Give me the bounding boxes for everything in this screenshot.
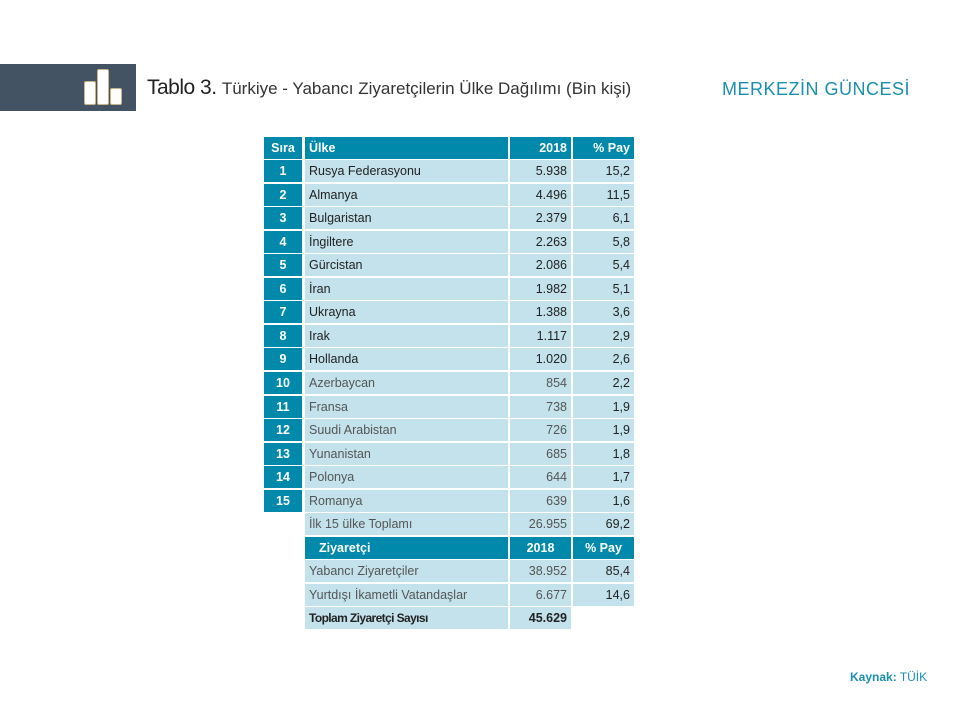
header-cell: 2018 [510,537,571,559]
rank-cell: 11 [264,396,302,418]
share-cell: 1,8 [573,443,634,465]
title-text: Türkiye - Yabancı Ziyaretçilerin Ülke Da… [221,79,632,98]
value-cell: 1.020 [510,348,571,370]
country-cell: Polonya [305,466,508,488]
value-cell: 854 [510,372,571,394]
header-cell: Sıra [264,137,302,159]
grand-total-value: 45.629 [510,607,571,629]
share-cell: 1,9 [573,396,634,418]
source-label: Kaynak: [850,670,897,684]
value-cell: 2.379 [510,207,571,229]
value-cell: 1.117 [510,325,571,347]
country-cell: Fransa [305,396,508,418]
value-cell: 738 [510,396,571,418]
title-number: Tablo 3. [147,76,217,99]
share-cell: 2,9 [573,325,634,347]
share-cell: 2,2 [573,372,634,394]
share-cell: 5,1 [573,278,634,300]
header-band [0,64,136,111]
share-cell: 5,8 [573,231,634,253]
country-cell: Yunanistan [305,443,508,465]
total-label: İlk 15 ülke Toplamı [305,513,508,535]
value-cell: 644 [510,466,571,488]
country-cell: Azerbaycan [305,372,508,394]
share-cell: 85,4 [573,560,634,582]
share-cell: 14,6 [573,584,634,606]
rank-cell: 15 [264,490,302,512]
value-cell: 5.938 [510,160,571,182]
header-cell: 2018 [510,137,571,159]
rank-cell: 3 [264,207,302,229]
value-cell: 6.677 [510,584,571,606]
visitor-type-cell: Yurtdışı İkametli Vatandaşlar [305,584,508,606]
page-title: Tablo 3. Türkiye - Yabancı Ziyaretçileri… [147,76,631,100]
grand-total-label: Toplam Ziyaretçi Sayısı [305,607,508,629]
country-cell: İran [305,278,508,300]
header-cell: % Pay [573,137,634,159]
share-cell: 6,1 [573,207,634,229]
share-cell: 1,9 [573,419,634,441]
header-cell: % Pay [573,537,634,559]
value-cell: 2.263 [510,231,571,253]
rank-cell: 13 [264,443,302,465]
rank-cell: 2 [264,184,302,206]
value-cell: 726 [510,419,571,441]
country-cell: Gürcistan [305,254,508,276]
rank-cell: 1 [264,160,302,182]
rank-cell: 14 [264,466,302,488]
share-cell: 3,6 [573,301,634,323]
rank-cell: 8 [264,325,302,347]
value-cell: 4.496 [510,184,571,206]
rank-cell: 7 [264,301,302,323]
country-cell: Almanya [305,184,508,206]
rank-cell: 4 [264,231,302,253]
share-cell: 15,2 [573,160,634,182]
rank-cell: 5 [264,254,302,276]
source-value: TÜİK [899,670,928,684]
header-cell: Ziyaretçi [305,537,508,559]
rank-cell: 9 [264,348,302,370]
country-cell: Bulgaristan [305,207,508,229]
source-note: Kaynak: TÜİK [850,670,927,684]
total-value: 26.955 [510,513,571,535]
country-cell: Ukrayna [305,301,508,323]
value-cell: 1.388 [510,301,571,323]
brand-logo: MERKEZİN GÜNCESİ [722,79,911,99]
share-cell: 1,7 [573,466,634,488]
country-cell: Hollanda [305,348,508,370]
country-cell: Suudi Arabistan [305,419,508,441]
rank-cell: 10 [264,372,302,394]
share-cell: 11,5 [573,184,634,206]
country-cell: Rusya Federasyonu [305,160,508,182]
share-cell: 1,6 [573,490,634,512]
value-cell: 2.086 [510,254,571,276]
rank-cell: 12 [264,419,302,441]
country-cell: Romanya [305,490,508,512]
country-cell: İngiltere [305,231,508,253]
value-cell: 38.952 [510,560,571,582]
value-cell: 685 [510,443,571,465]
share-cell: 5,4 [573,254,634,276]
header-cell: Ülke [305,137,508,159]
total-share: 69,2 [573,513,634,535]
share-cell: 2,6 [573,348,634,370]
value-cell: 1.982 [510,278,571,300]
rank-cell: 6 [264,278,302,300]
value-cell: 639 [510,490,571,512]
country-cell: Irak [305,325,508,347]
visitor-type-cell: Yabancı Ziyaretçiler [305,560,508,582]
